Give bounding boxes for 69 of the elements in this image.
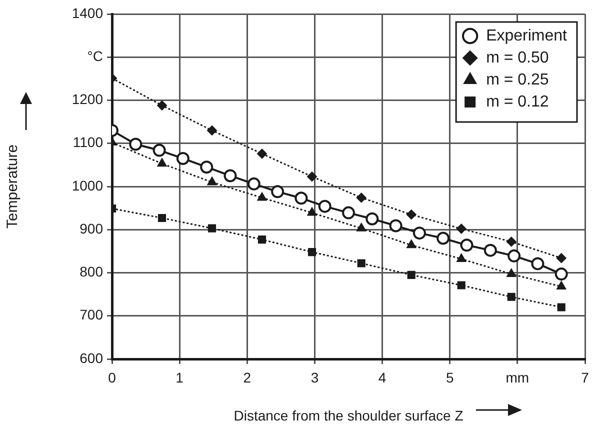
point [207,125,218,136]
point [294,192,308,205]
point [357,259,366,268]
point [157,158,167,167]
point [484,244,497,257]
legend-label: m = 0.50 [486,49,549,66]
point [406,210,416,220]
point [389,219,402,232]
point [258,236,266,244]
y-tick-label: 700 [80,306,104,323]
y-tick-label: 1400 [72,4,104,21]
point [554,268,568,281]
point [129,138,142,151]
point [207,176,217,186]
point [307,207,317,216]
x-tick-label: 5 [446,369,454,386]
y-tick-label: 1100 [72,134,104,150]
y-tick-label: 600 [80,350,104,366]
point [557,303,566,312]
y-tick-label: 1200 [72,91,104,108]
point [436,232,450,245]
point [556,281,566,290]
point [457,281,466,290]
point [366,212,379,226]
point [356,222,366,232]
point [556,253,566,264]
point [271,185,284,198]
legend-label: m = 0.12 [486,93,549,110]
y-tick-label: °C [87,48,103,64]
point [257,192,267,201]
point [456,253,466,262]
y-tick-label: 900 [80,220,104,236]
legend-label: m = 0.25 [486,71,549,88]
point [506,236,516,247]
point [224,169,237,182]
point [412,226,426,240]
point [247,177,260,190]
x-axis-title: Distance from the shoulder surface Z [234,407,464,424]
point [531,257,544,270]
y-tick-label: 800 [80,264,104,280]
point [157,100,168,110]
point [356,192,366,203]
x-tick-label: 7 [581,369,590,386]
point [407,270,416,279]
point [342,206,355,220]
point [308,248,316,256]
point [307,172,318,182]
point [257,148,268,159]
point [507,292,516,301]
point [406,240,416,248]
point [200,160,214,174]
point [460,238,474,252]
point [176,152,190,165]
x-tick-label: 3 [310,369,319,386]
x-tick-label: mm [506,369,530,386]
x-tick-label: 2 [243,369,252,386]
point [152,144,166,157]
point [318,200,332,213]
y-tick-label: 1000 [72,177,104,194]
y-axis-title: Temperature [4,144,22,229]
legend-label: Experiment [486,27,568,44]
point [506,268,516,278]
point [456,224,466,234]
x-tick-label: 1 [176,369,184,386]
x-tick-label: 0 [108,369,116,386]
x-tick-label: 4 [378,369,386,386]
point [508,249,521,262]
point [158,214,166,222]
point [208,224,216,232]
